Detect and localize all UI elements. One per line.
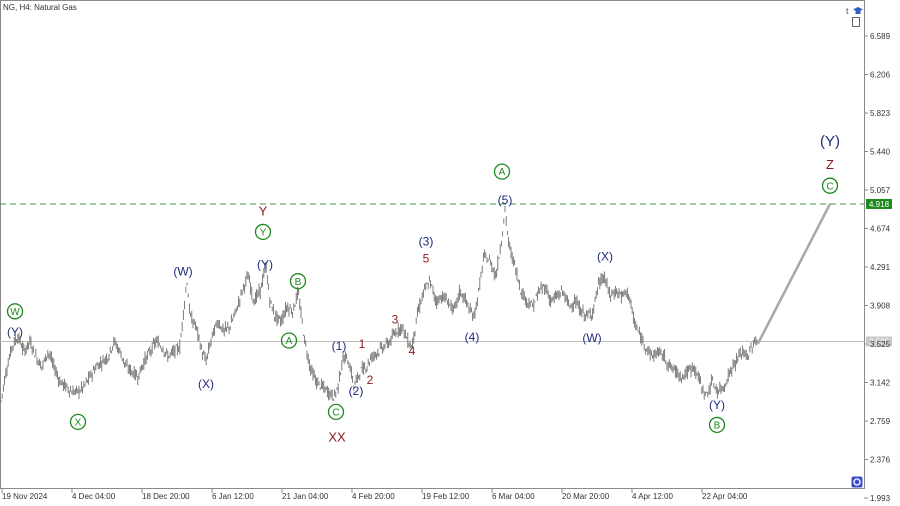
wave-label: (W) <box>173 264 192 278</box>
x-tick-label: 19 Feb 12:00 <box>422 492 470 501</box>
wave-label: 1 <box>359 337 366 351</box>
wave-label: (5) <box>498 193 513 207</box>
trade-button[interactable]: t <box>846 6 849 16</box>
wave-label: A <box>499 167 506 178</box>
wave-label-circle <box>280 332 298 349</box>
x-tick-label: 20 Mar 20:00 <box>562 492 610 501</box>
wave-label: 4 <box>409 344 416 358</box>
y-tick-label: 2.759 <box>870 417 891 426</box>
target-level-tag <box>866 198 892 209</box>
y-tick-label: 5.057 <box>870 186 891 195</box>
wave-label: (Y) <box>257 257 273 271</box>
wave-label: (Y) <box>709 398 725 412</box>
wave-label-circle <box>821 177 839 194</box>
wave-label: B <box>295 277 302 288</box>
academic-cap-icon[interactable] <box>852 6 864 16</box>
wave-label: XX <box>328 430 346 445</box>
y-tick-label: 3.142 <box>870 379 891 388</box>
wave-label-circle <box>289 273 307 290</box>
wave-label: C <box>826 181 833 192</box>
wave-label-circle <box>254 223 272 241</box>
x-axis-labels: 19 Nov 2024 4 Dec 04:00 18 Dec 20:00 6 Jan … <box>2 492 748 501</box>
x-tick-label: 6 Jan 12:00 <box>212 492 254 501</box>
candle-bars <box>0 205 758 403</box>
wave-label-circle <box>6 303 24 320</box>
wave-label-circle <box>69 413 87 431</box>
wave-label: 3 <box>392 313 399 327</box>
wave-label: Y <box>260 228 267 239</box>
wave-labels: W (Y) X (W) (X) YY (Y) B A (1) C XX (2) 1 2 3 4 (3) 5 (4) A (… <box>6 133 840 445</box>
y-tick-label: 5.440 <box>870 148 891 157</box>
y-tick-label: 6.589 <box>870 32 891 41</box>
wave-label: (Y) <box>7 325 23 339</box>
wave-label: (3) <box>419 234 434 248</box>
x-tick-label: 19 Nov 2024 <box>2 492 48 501</box>
wave-label: 2 <box>367 373 374 387</box>
wave-label: (2) <box>349 384 364 398</box>
wave-label-circle <box>493 163 511 180</box>
y-tick-label: 3.908 <box>870 302 891 311</box>
y-tick-label: 4.674 <box>870 225 891 234</box>
current-price-label: 3.525 <box>869 337 890 346</box>
x-tick-label: 4 Apr 12:00 <box>632 492 673 501</box>
wave-label: Z <box>826 157 834 172</box>
axis-ticks <box>1 35 868 499</box>
current-price-tag <box>866 336 892 347</box>
wave-label-circle <box>708 416 726 434</box>
wave-label: (4) <box>465 330 480 344</box>
y-tick-label: 3.525 <box>870 340 891 349</box>
y-tick-label: 1.993 <box>870 494 891 503</box>
wave-label: X <box>75 418 82 429</box>
wave-label: (X) <box>198 377 214 391</box>
wave-label: (W) <box>582 331 601 345</box>
y-tick-label: 2.376 <box>870 456 891 465</box>
wave-label: (1) <box>332 339 347 353</box>
x-tick-label: 4 Dec 04:00 <box>72 492 116 501</box>
y-tick-label: 4.291 <box>870 263 891 272</box>
projection-line <box>756 203 832 345</box>
wave-label: A <box>286 336 293 347</box>
wave-label: B <box>714 421 721 432</box>
x-tick-label: 4 Feb 20:00 <box>352 492 395 501</box>
candle-series <box>0 205 758 403</box>
wave-label: 5 <box>423 251 430 265</box>
wave-label: Y <box>259 203 268 218</box>
y-axis-labels: 6.589 6.206 5.823 5.440 5.057 4.674 4.291 3.908… <box>870 32 891 503</box>
wave-label: (Y) <box>820 133 840 150</box>
y-tick-label: 5.823 <box>870 109 891 118</box>
target-level-label: 4.918 <box>869 200 890 209</box>
price-levels: 4.918 3.525 <box>0 198 892 347</box>
wave-label: (X) <box>597 249 613 263</box>
wave-label: W <box>10 307 20 318</box>
settings-circle-icon[interactable] <box>851 476 863 488</box>
x-tick-label: 6 Mar 04:00 <box>492 492 535 501</box>
wave-label: C <box>332 407 339 418</box>
x-tick-label: 18 Dec 20:00 <box>142 492 190 501</box>
x-tick-label: 21 Jan 04:00 <box>282 492 329 501</box>
wave-label-circle <box>327 403 345 421</box>
x-tick-label: 22 Apr 04:00 <box>702 492 748 501</box>
y-tick-label: 6.206 <box>870 71 891 80</box>
projection-target-line <box>756 203 832 345</box>
chart-title: NG, H4: Natural Gas <box>3 3 77 12</box>
document-icon[interactable] <box>852 17 860 27</box>
